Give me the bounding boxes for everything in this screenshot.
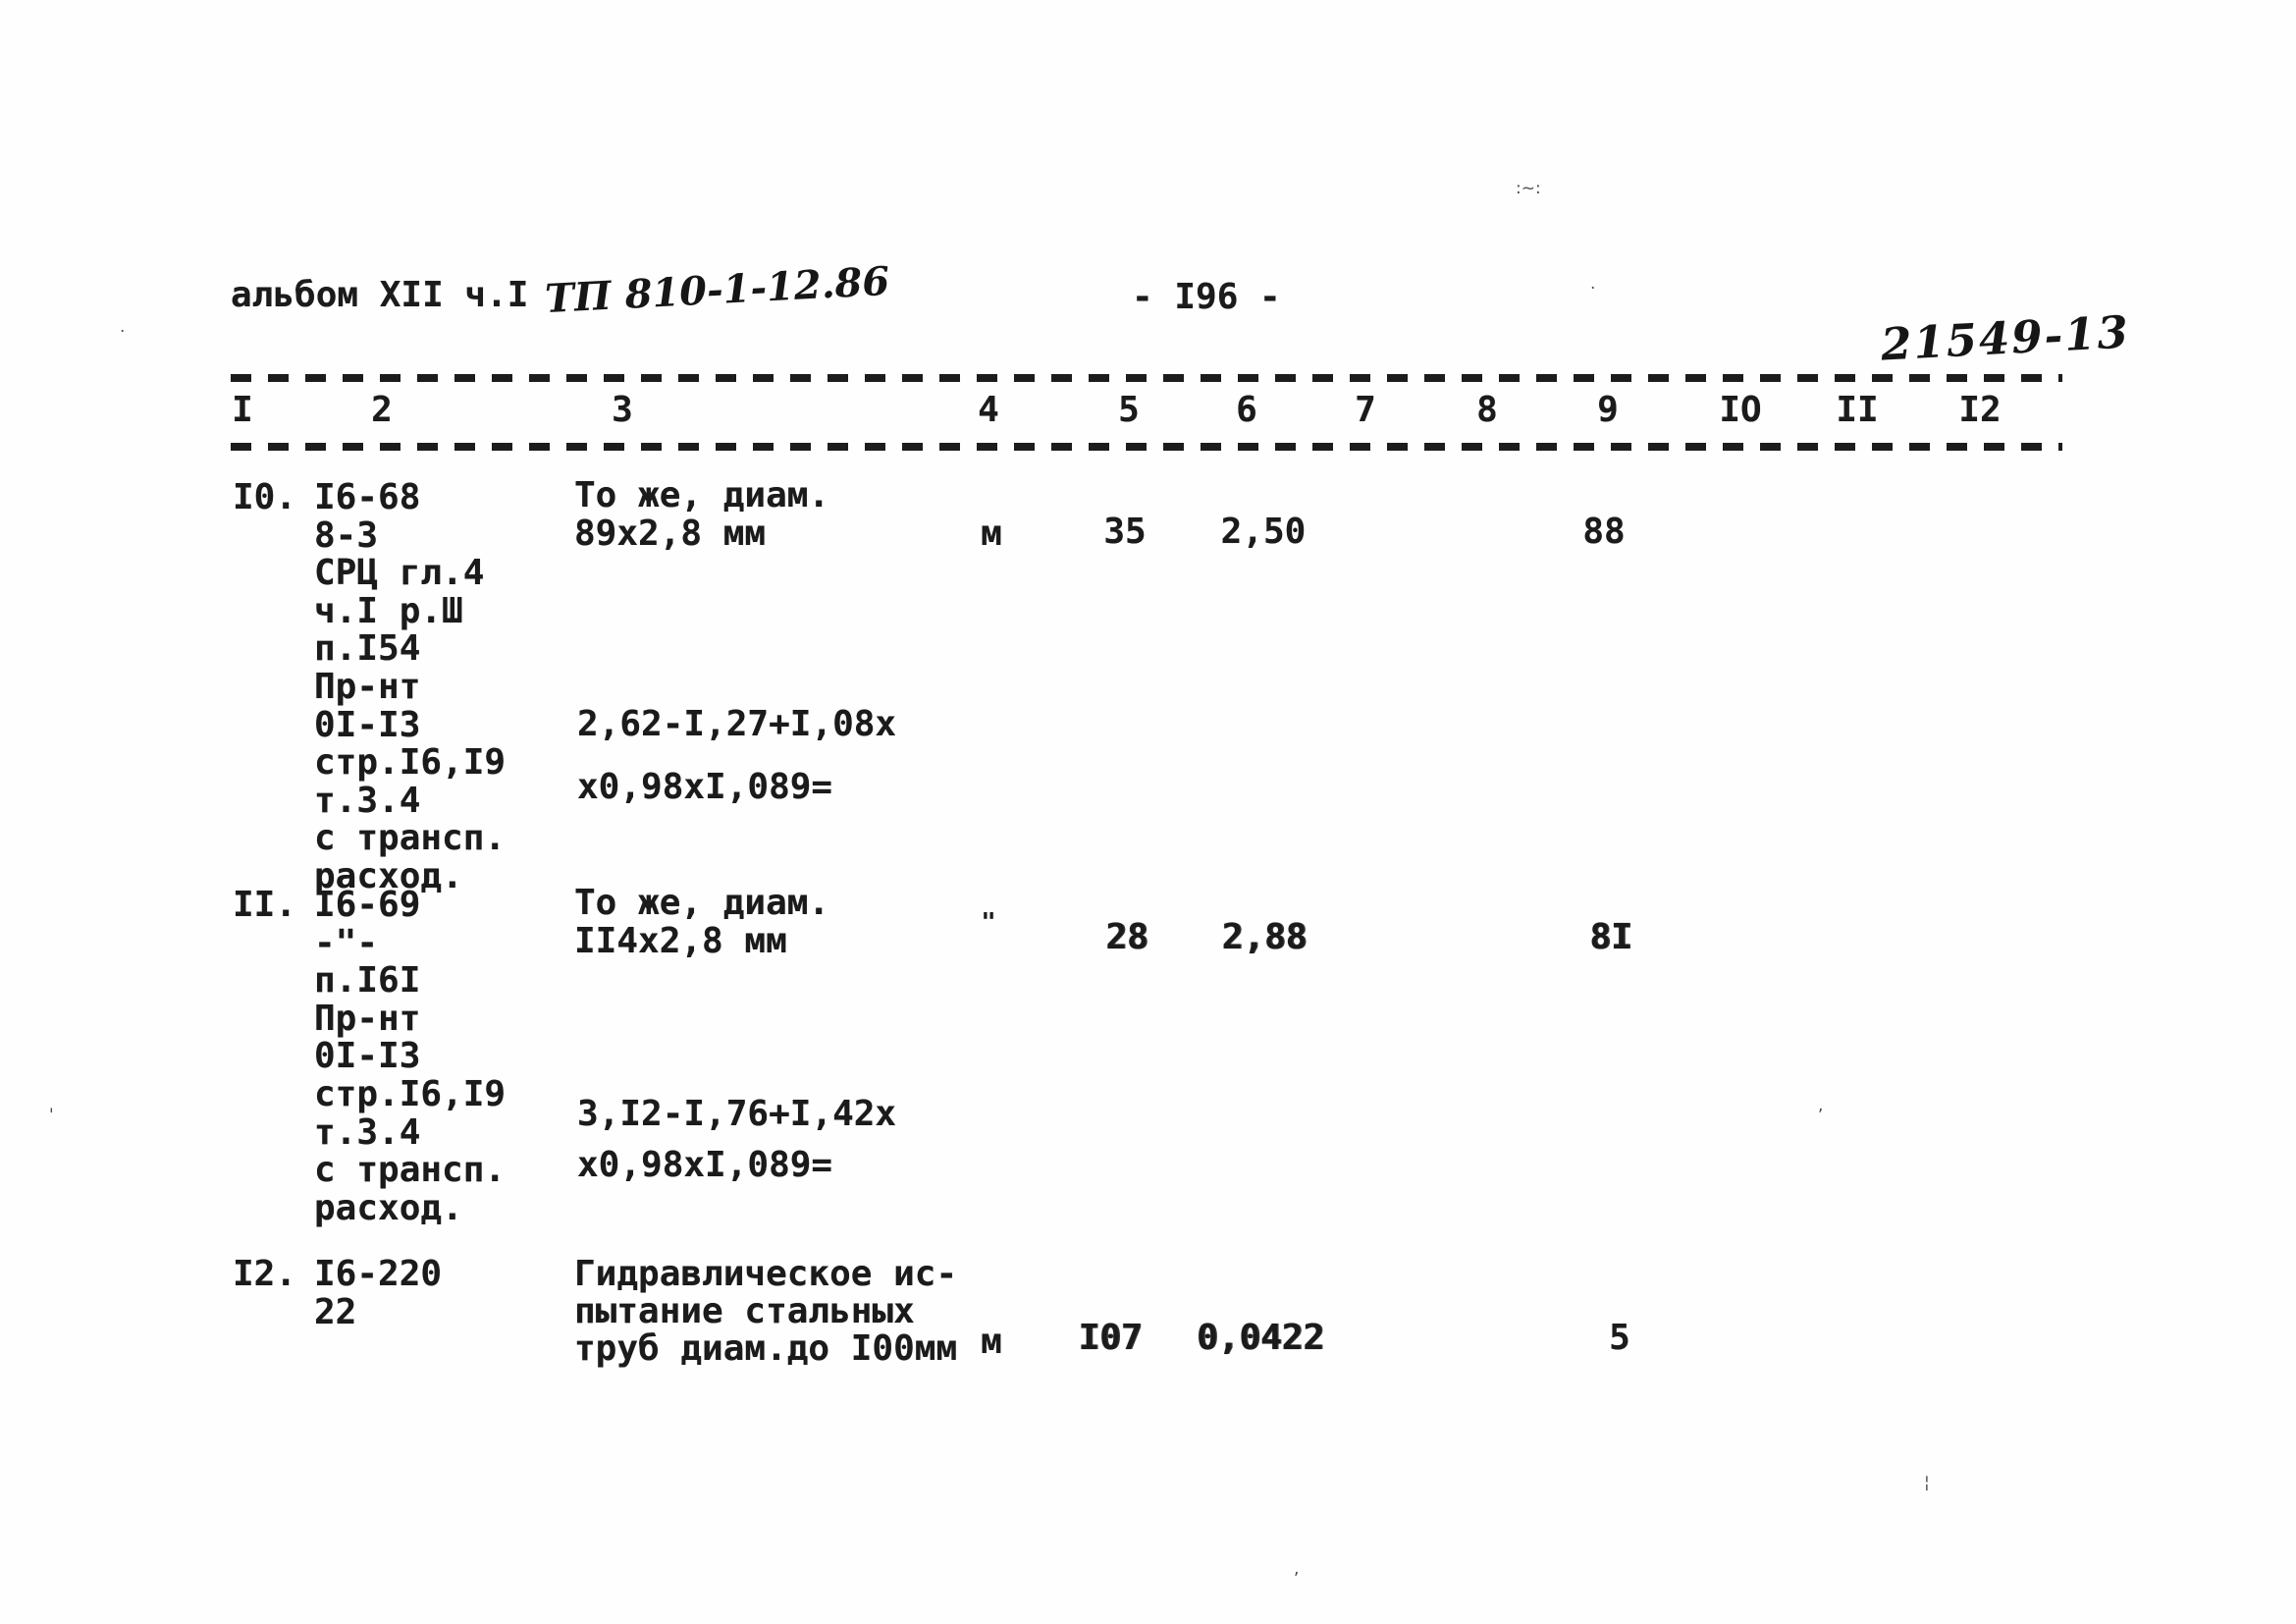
row-code-line: с трансп. [314, 818, 507, 858]
row-unit-cost-cell: 2,88 [1221, 917, 1308, 957]
row-unit-cell: м [981, 1322, 1002, 1362]
column-header-3: 3 [612, 390, 633, 430]
column-header-I: I [232, 390, 253, 430]
column-header-8: 8 [1476, 390, 1498, 430]
scan-speck: , [1818, 1096, 1824, 1115]
row-unit-cost-cell: 2,50 [1220, 512, 1307, 552]
row-code-line: 22 [314, 1292, 357, 1332]
column-header-7: 7 [1355, 390, 1376, 430]
row-description-line: труб диам.до I00мм [574, 1328, 958, 1369]
table-top-dashed-rule [231, 374, 2062, 382]
row-col9-cell: 8I [1589, 917, 1632, 957]
row-number: I2. [233, 1254, 297, 1294]
row-code-line: 8-3 [314, 515, 379, 556]
row-code-line: расход. [314, 1188, 463, 1228]
scan-speck: · [120, 322, 126, 342]
row-code-line: Пр-нт [314, 999, 421, 1039]
row-formula-line: х0,98хI,089= [577, 1145, 833, 1185]
row-unit-cell: м [981, 514, 1002, 554]
scan-speck: ' [49, 1106, 54, 1125]
column-header-II: II [1836, 390, 1879, 430]
row-description-line: пытание стальных [574, 1291, 915, 1331]
column-header-9: 9 [1597, 390, 1619, 430]
column-header-2: 2 [371, 390, 393, 430]
row-quantity-cell: 28 [1105, 917, 1148, 957]
row-description-line: Гидравлическое ис- [574, 1254, 958, 1294]
album-label: альбом XII ч.I [231, 275, 529, 315]
row-number: I0. [233, 477, 297, 517]
column-header-IO: IO [1719, 390, 1762, 430]
row-formula-line: 3,I2-I,76+I,42х [577, 1094, 897, 1134]
row-code-line: 0I-I3 [314, 1036, 421, 1076]
row-quantity-cell: 35 [1103, 512, 1147, 552]
scan-speck: ¦ [1924, 1473, 1930, 1492]
scan-speck: , [1294, 1559, 1300, 1579]
row-description-line: 89х2,8 мм [574, 514, 767, 554]
row-code-line: 0I-I3 [314, 705, 421, 745]
row-code-line: т.3.4 [314, 1112, 421, 1153]
row-col9-cell: 88 [1582, 512, 1626, 552]
column-header-5: 5 [1118, 390, 1140, 430]
scan-speck: :~: [1516, 179, 1541, 198]
row-code-line: I6-220 [314, 1254, 443, 1294]
project-code-handwritten: ТП 810-1-12.86 [544, 257, 891, 323]
row-code-line: стр.I6,I9 [314, 1074, 507, 1114]
row-code-line: -"- [314, 923, 379, 963]
row-code-line: Пр-нт [314, 667, 421, 707]
row-code-line: с трансп. [314, 1150, 507, 1190]
row-code-line: т.3.4 [314, 781, 421, 821]
row-code-line: ч.I р.Ш [314, 591, 463, 631]
row-code-line: I6-69 [314, 885, 421, 925]
row-code-line: расход. [314, 856, 463, 896]
row-unit-cell: " [981, 907, 996, 936]
row-formula-line: х0,98хI,089= [577, 767, 833, 807]
doc-number-handwritten: 21549-13 [1879, 305, 2132, 371]
row-unit-cost-cell: 0,0422 [1196, 1318, 1325, 1358]
row-code-line: стр.I6,I9 [314, 742, 507, 783]
row-description-line: То же, диам. [574, 883, 830, 923]
row-col9-cell: 5 [1609, 1318, 1630, 1358]
row-number: II. [233, 885, 297, 925]
row-description-line: II4х2,8 мм [574, 921, 787, 961]
column-header-I2: I2 [1958, 390, 2002, 430]
row-quantity-cell: I07 [1078, 1318, 1143, 1358]
row-code-line: I6-68 [314, 477, 421, 517]
scan-speck: · [1590, 279, 1596, 298]
table-header-dashed-rule [231, 443, 2062, 451]
page-number: - I96 - [1132, 277, 1281, 317]
column-header-6: 6 [1236, 390, 1257, 430]
row-code-line: п.I6I [314, 960, 421, 1001]
row-description-line: То же, диам. [574, 475, 830, 515]
column-header-4: 4 [978, 390, 999, 430]
row-formula-line: 2,62-I,27+I,08х [577, 704, 897, 744]
row-code-line: п.I54 [314, 628, 421, 669]
row-code-line: СРЦ гл.4 [314, 553, 485, 593]
